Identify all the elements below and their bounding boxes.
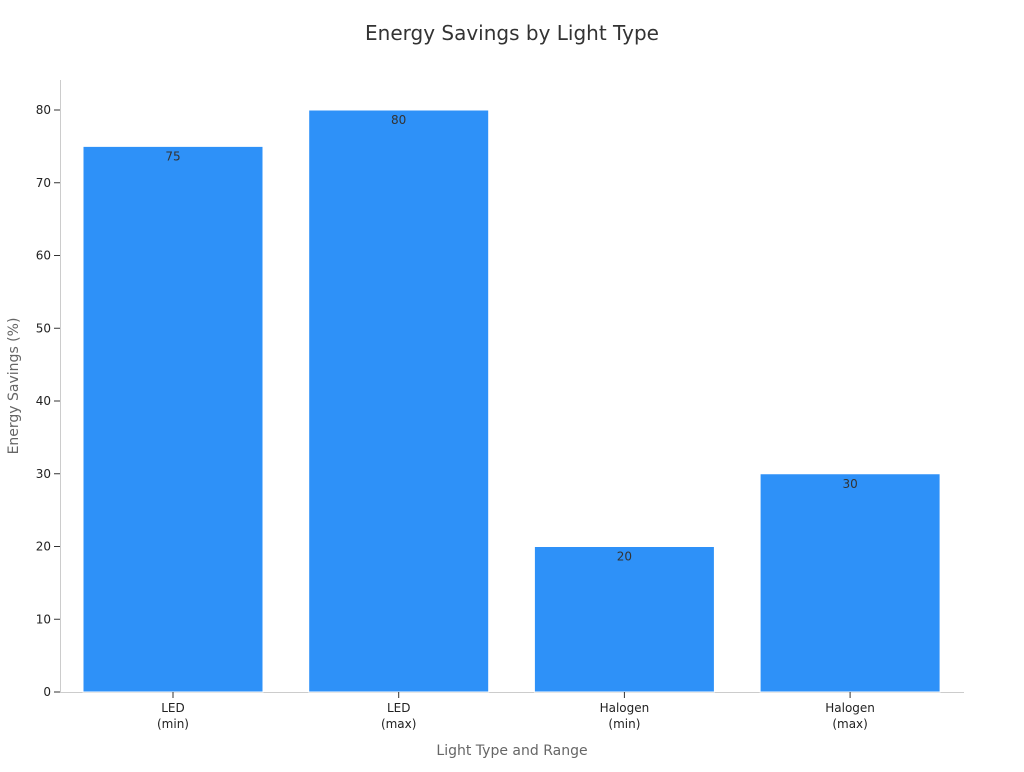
- y-tick-label: 70: [36, 176, 51, 190]
- bar-value-label: 80: [391, 113, 406, 127]
- y-axis-ticks: 0 10 20 30 40 50 60 70 80: [36, 103, 60, 699]
- y-tick-label: 50: [36, 321, 51, 335]
- bars-group: 75 80 20 30: [82, 109, 941, 693]
- y-axis-label: Energy Savings (%): [6, 318, 22, 455]
- bar-value-label: 75: [165, 149, 180, 163]
- bar: [82, 145, 264, 693]
- y-tick-label: 10: [36, 612, 51, 626]
- y-tick-label: 40: [36, 394, 51, 408]
- x-tick-label: Halogen: [600, 701, 650, 715]
- x-tick-label: (max): [381, 717, 417, 731]
- x-tick-label: Halogen: [825, 701, 875, 715]
- bar: [533, 546, 715, 693]
- bar-value-label: 30: [842, 477, 857, 491]
- bar: [759, 473, 941, 693]
- x-tick-label: (max): [832, 717, 868, 731]
- y-tick-label: 60: [36, 249, 51, 263]
- y-tick-label: 80: [36, 103, 51, 117]
- x-tick-label: LED: [161, 701, 185, 715]
- x-tick-label: (min): [157, 717, 189, 731]
- bar-value-label: 20: [617, 550, 632, 564]
- x-tick-label: LED: [387, 701, 411, 715]
- y-tick-label: 20: [36, 540, 51, 554]
- bar: [308, 109, 490, 693]
- x-axis-label: Light Type and Range: [436, 743, 587, 759]
- category-labels: LED (min) LED (max) Halogen (min) Halogen (max): [157, 692, 875, 731]
- y-tick-label: 0: [43, 685, 51, 699]
- y-tick-label: 30: [36, 467, 51, 481]
- chart-title: Energy Savings by Light Type: [365, 21, 659, 45]
- x-tick-label: (min): [608, 717, 640, 731]
